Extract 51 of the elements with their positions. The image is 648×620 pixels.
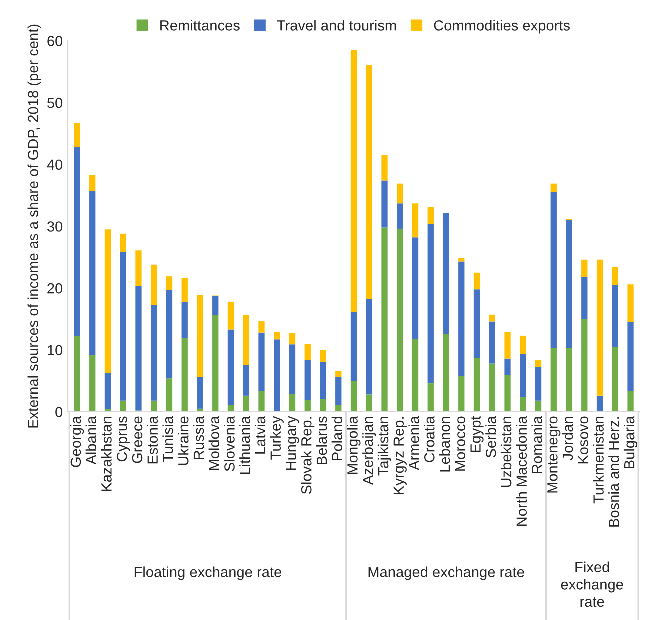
y-tick-label: 0: [56, 407, 63, 418]
x-tick-label: Kyrgyz Rep.: [394, 417, 407, 494]
x-tick-label: Bulgaria: [624, 416, 638, 468]
y-tick-label: 20: [48, 283, 63, 294]
x-tick-label: Bosnia and Herz.: [608, 417, 620, 527]
x-tick-label: Serbia: [486, 416, 496, 458]
x-tick-label: Turkmenistan: [593, 417, 604, 504]
x-tick-label: Cyprus: [116, 416, 130, 462]
x-tick-label: Kazakhstan: [101, 417, 112, 492]
x-tick-label: Kosovo: [578, 416, 589, 464]
x-tick-label: Estonia: [147, 416, 158, 464]
x-tick-label: Latvia: [254, 416, 266, 454]
text: Floating exchange rate: [134, 566, 282, 580]
x-tick-label: Jordan: [562, 417, 574, 461]
x-tick-label: Slovak Rep.: [301, 417, 315, 494]
x-tick-label: Egypt: [470, 416, 484, 452]
x-tick-label: Slovenia: [224, 416, 235, 472]
x-tick-label: Hungary: [286, 416, 300, 470]
x-tick-label: Uzbekistan: [500, 417, 512, 488]
text: Managed exchange rate: [368, 566, 524, 580]
y-tick-label: 30: [47, 222, 63, 232]
legend-label: Commodities exports: [434, 20, 570, 34]
legend-label: Travel and tourism: [277, 20, 396, 31]
x-tick-label: North Macedonia: [516, 416, 528, 526]
x-tick-label: Albania: [86, 416, 97, 465]
x-tick-label: Montenegro: [548, 416, 561, 493]
legend-label: Remittances: [160, 20, 240, 31]
x-tick-label: Lithuania: [240, 416, 250, 474]
x-tick-label: Belarus: [316, 416, 328, 464]
x-tick-label: Tunisia: [162, 416, 174, 462]
y-tick-label: 50: [48, 98, 63, 108]
x-tick-label: Tajikistan: [378, 417, 392, 476]
x-tick-label: Moldova: [208, 416, 220, 470]
x-tick-label: Lebanon: [439, 417, 450, 472]
y-tick-label: 10: [48, 345, 63, 356]
y-tick-label: 40: [47, 160, 63, 170]
x-tick-label: Morocco: [455, 416, 466, 471]
x-tick-label: Croatia: [424, 416, 435, 462]
y-axis-title: External sources of income as a share of GDP, 2018 (per cent): [28, 24, 42, 428]
x-tick-label: Armenia: [408, 416, 420, 470]
x-tick-label: Russia: [193, 416, 204, 460]
x-tick-label: Ukraine: [178, 416, 189, 466]
y-tick-label: 60: [48, 36, 63, 46]
x-tick-label: Azerbaijan: [362, 417, 376, 486]
x-tick-label: Romania: [532, 416, 542, 474]
x-tick-label: Poland: [332, 417, 343, 460]
x-tick-label: Turkey: [270, 416, 284, 460]
x-tick-label: Mongolia: [347, 416, 361, 474]
text: Fixed exchange rate: [561, 562, 624, 608]
x-tick-label: Greece: [132, 416, 143, 464]
x-tick-label: Georgia: [70, 416, 84, 468]
